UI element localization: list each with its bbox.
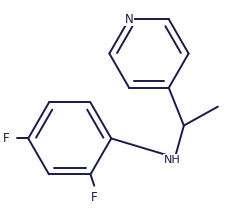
Text: N: N xyxy=(124,13,133,26)
Text: F: F xyxy=(90,191,97,204)
Text: NH: NH xyxy=(164,155,180,164)
Text: F: F xyxy=(3,132,9,145)
